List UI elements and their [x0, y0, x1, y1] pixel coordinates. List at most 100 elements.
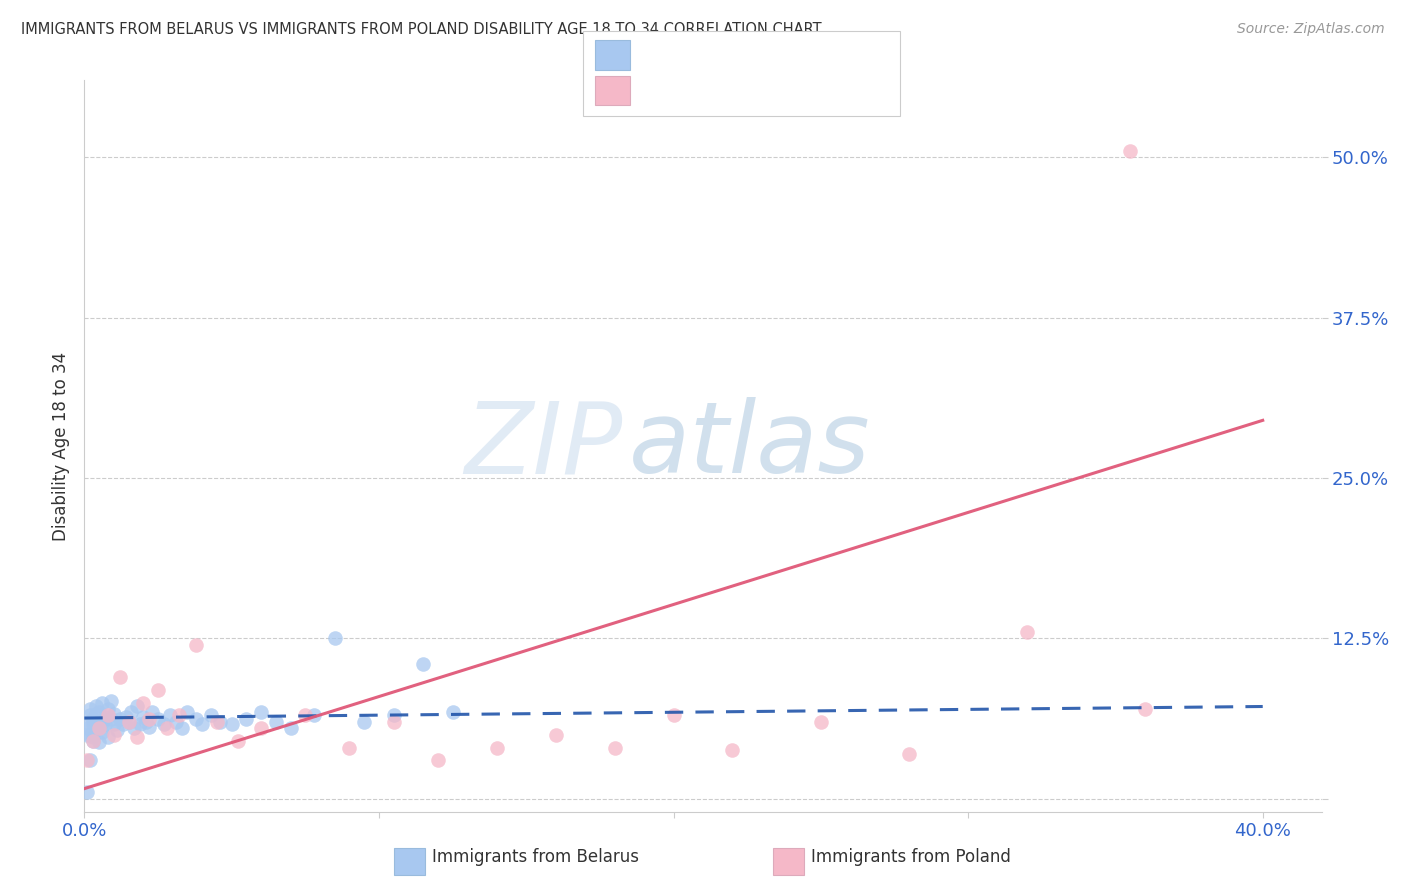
Point: [167, 708, 190, 723]
Point: [84, 723, 107, 737]
Point: [294, 708, 316, 723]
Point: [153, 717, 176, 731]
Point: [87, 705, 110, 719]
Point: [82, 717, 104, 731]
Point: [87, 735, 110, 749]
Point: [186, 712, 208, 726]
Point: [138, 712, 160, 726]
Point: [100, 694, 122, 708]
Point: [170, 721, 193, 735]
Point: [186, 638, 208, 652]
Point: [129, 717, 152, 731]
Text: Immigrants from Belarus: Immigrants from Belarus: [432, 848, 638, 866]
Y-axis label: Disability Age 18 to 34: Disability Age 18 to 34: [52, 351, 70, 541]
Point: [302, 708, 325, 723]
Point: [117, 714, 139, 729]
Point: [721, 743, 744, 757]
Point: [103, 707, 125, 722]
Point: [117, 714, 139, 729]
Point: [441, 705, 464, 719]
Text: R =: R =: [643, 42, 682, 60]
Point: [82, 734, 104, 748]
Point: [111, 717, 134, 731]
Point: [97, 731, 120, 745]
Point: [226, 734, 249, 748]
Point: [76, 785, 98, 799]
Point: [97, 702, 120, 716]
Point: [91, 725, 114, 739]
Point: [485, 740, 508, 755]
Point: [191, 717, 214, 731]
Point: [662, 708, 685, 723]
Text: 30: 30: [804, 78, 827, 95]
Point: [79, 702, 101, 716]
Point: [87, 720, 110, 734]
Point: [100, 712, 122, 726]
Point: [108, 712, 131, 726]
Point: [165, 714, 187, 729]
Point: [124, 721, 146, 735]
Text: atlas: atlas: [628, 398, 870, 494]
Point: [1119, 144, 1142, 158]
Point: [76, 753, 98, 767]
Point: [84, 707, 107, 722]
Point: [412, 657, 434, 672]
Point: [114, 710, 136, 724]
Point: [103, 717, 125, 731]
Point: [200, 708, 222, 723]
Point: [146, 712, 169, 726]
Point: [79, 728, 101, 742]
Text: R =: R =: [643, 78, 682, 95]
Point: [127, 731, 149, 745]
Text: IMMIGRANTS FROM BELARUS VS IMMIGRANTS FROM POLAND DISABILITY AGE 18 TO 34 CORREL: IMMIGRANTS FROM BELARUS VS IMMIGRANTS FR…: [21, 22, 821, 37]
Point: [127, 699, 149, 714]
Point: [82, 731, 104, 745]
Point: [544, 728, 567, 742]
Point: [141, 705, 163, 719]
Point: [603, 740, 626, 755]
Point: [426, 753, 449, 767]
Point: [208, 714, 231, 729]
Point: [323, 632, 346, 646]
Point: [250, 721, 273, 735]
Point: [221, 717, 243, 731]
Text: 63: 63: [804, 42, 827, 60]
Point: [132, 710, 155, 724]
Point: [135, 714, 157, 729]
Point: [353, 714, 375, 729]
Point: [176, 705, 198, 719]
Point: [382, 708, 405, 723]
Text: Immigrants from Poland: Immigrants from Poland: [811, 848, 1011, 866]
Point: [76, 728, 98, 742]
Point: [280, 721, 302, 735]
Text: N =: N =: [762, 78, 801, 95]
Point: [339, 740, 361, 755]
Point: [84, 699, 107, 714]
Point: [159, 708, 181, 723]
Point: [79, 708, 101, 723]
Point: [91, 696, 114, 710]
Text: Source: ZipAtlas.com: Source: ZipAtlas.com: [1237, 22, 1385, 37]
Point: [91, 714, 114, 729]
Point: [76, 714, 98, 729]
Point: [97, 708, 120, 723]
Point: [82, 734, 104, 748]
Point: [810, 714, 832, 729]
Point: [82, 712, 104, 726]
Point: [264, 714, 287, 729]
Point: [105, 723, 128, 737]
Text: N =: N =: [762, 42, 801, 60]
Point: [76, 721, 98, 735]
Point: [94, 710, 117, 724]
Point: [146, 682, 169, 697]
Point: [138, 720, 160, 734]
Point: [108, 670, 131, 684]
Point: [79, 753, 101, 767]
Text: ZIP: ZIP: [464, 398, 623, 494]
Text: 0.573: 0.573: [685, 78, 737, 95]
Text: 0.024: 0.024: [685, 42, 735, 60]
Point: [103, 728, 125, 742]
Point: [87, 721, 110, 735]
Point: [898, 747, 921, 761]
Point: [1133, 702, 1156, 716]
